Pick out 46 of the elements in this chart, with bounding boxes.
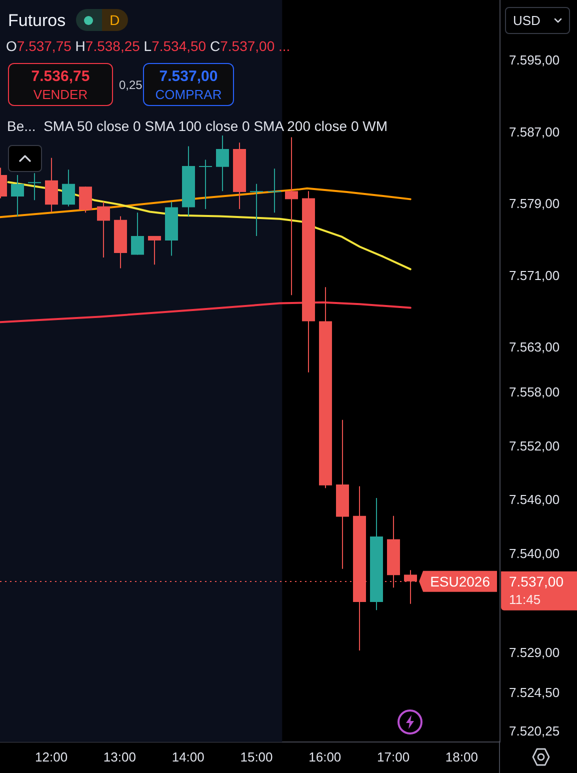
candlestick [11, 174, 24, 217]
y-tick-label: 7.529,00 [509, 644, 560, 660]
ref-line-label: ESU2026 [430, 573, 490, 590]
x-tick-label: 15:00 [240, 749, 273, 764]
y-tick-label: 7.558,00 [509, 384, 560, 400]
x-tick-label: 12:00 [35, 749, 68, 764]
candlestick [268, 168, 281, 214]
text: Futuros [8, 10, 66, 30]
y-tick-label: 7.524,50 [509, 685, 560, 700]
currency-dropdown: USD [505, 7, 570, 34]
x-tick-label: 13:00 [103, 749, 136, 764]
candlestick [285, 136, 298, 296]
candlestick [62, 169, 75, 207]
sell-button: 7.536,75 VENDER [8, 63, 113, 106]
candlestick [28, 172, 41, 201]
y-tick-label: 7.540,00 [509, 546, 560, 562]
candlestick [79, 186, 92, 214]
y-tick-label: 7.587,00 [509, 124, 560, 140]
y-tick-label: 7.571,00 [509, 268, 560, 283]
y-tick-label: 7.546,00 [509, 492, 560, 508]
annotation: O7.537,75 H7.538,25 L7.534,50 C7.537,00 ... [6, 38, 290, 54]
text: 7.537,00 [509, 573, 564, 590]
candlestick [216, 134, 229, 192]
annotation: Be... SMA 50 close 0 SMA 100 close 0 SMA 200 close 0 WM [7, 118, 388, 134]
candlestick [148, 235, 161, 266]
candlestick [131, 212, 144, 256]
text: 11:45 [509, 592, 541, 607]
y-tick-label: 7.552,00 [509, 438, 560, 454]
x-tick-label: 18:00 [445, 749, 478, 764]
y-tick-label: 7.595,00 [509, 52, 560, 68]
annotation: 0,25 [119, 78, 142, 92]
annotation: D [110, 12, 120, 28]
candlestick [250, 183, 263, 236]
annotation: COMPRAR [155, 86, 222, 102]
annotation: 7.537,00 [159, 68, 218, 84]
y-tick-label: 7.563,00 [509, 340, 560, 355]
y-tick-label: 7.520,25 [509, 723, 560, 738]
y-tick-label: 7.579,00 [509, 196, 560, 212]
buy-button: 7.537,00 COMPRAR [143, 63, 234, 106]
x-tick-label: 14:00 [172, 749, 204, 764]
x-tick-label: 16:00 [308, 749, 342, 764]
candlestick [97, 201, 110, 258]
x-tick-label: 17:00 [377, 749, 410, 764]
annotation: 7.536,75 [31, 68, 90, 84]
annotation: VENDER [33, 86, 88, 102]
candlestick [199, 159, 212, 210]
